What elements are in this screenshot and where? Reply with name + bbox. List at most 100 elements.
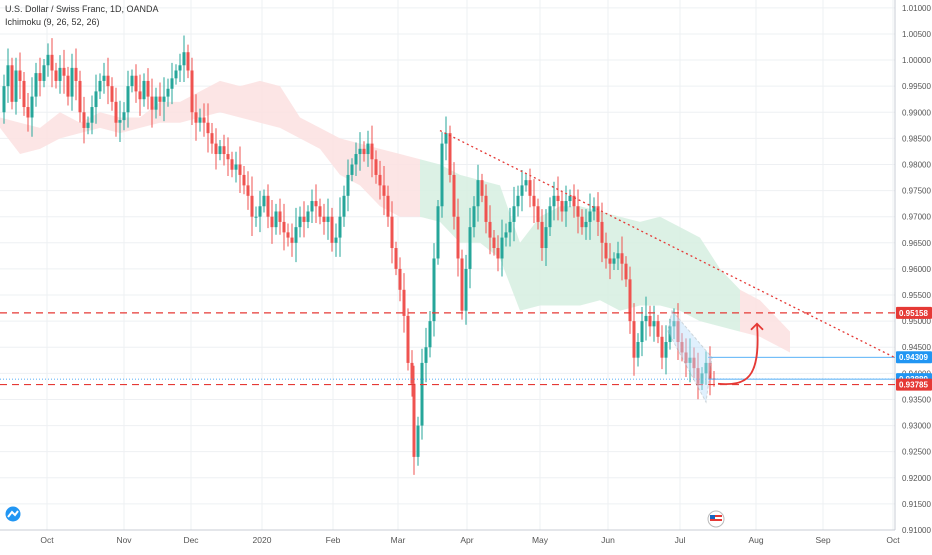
candle-body [126,86,130,113]
candle-body [688,357,692,363]
kumo-cloud-segment [400,154,420,217]
candle-body [50,54,54,71]
candle-body [246,185,250,196]
candle-body [636,342,640,358]
candle-body [90,107,94,123]
candle-body [628,279,632,322]
candle-body [428,321,432,348]
kumo-cloud-segment [500,185,520,311]
x-tick-label: Aug [748,535,763,545]
candle-body [536,206,540,222]
x-tick-label: Feb [326,535,341,545]
candle-body [218,146,222,155]
indicator-label: Ichimoku (9, 26, 52, 26) [5,17,100,27]
candle-body [648,315,652,327]
candle-body [420,362,424,426]
candle-body [162,96,166,102]
candle-body [436,206,440,259]
y-tick-label: 0.96500 [902,239,931,248]
candle-body [98,80,102,92]
candle-body [520,185,524,196]
candle-body [532,195,536,207]
candle-body [564,201,568,212]
candle-body [632,321,636,358]
candle-body [584,221,588,228]
chart-symbol-title: U.S. Dollar / Swiss Franc, 1D, OANDA [5,4,159,14]
candle-body [254,216,258,218]
x-tick-label: Oct [886,535,900,545]
candle-body [106,75,110,87]
candle-body [94,91,98,108]
candle-body [78,80,82,113]
kumo-cloud-segment [240,80,260,123]
candle-body [600,221,604,243]
candle-body [488,221,492,238]
candle-body [206,122,210,134]
kumo-cloud-segment [160,101,180,123]
y-tick-label: 0.95000 [902,317,931,326]
y-tick-label: 0.97500 [902,187,931,196]
candle-body [406,315,410,363]
candle-body [210,133,214,144]
candle-body [310,201,314,212]
candle-body [330,216,334,243]
candle-body [142,80,146,100]
price-badge-label: 0.95158 [899,309,928,318]
y-tick-label: 0.96000 [902,265,931,274]
y-tick-label: 0.93000 [902,422,931,431]
candle-body [366,143,370,155]
kumo-cloud-segment [320,127,340,175]
candle-body [596,206,600,222]
candle-body [576,206,580,217]
candle-body [652,321,656,327]
candle-body [6,65,10,87]
kumo-cloud-segment [200,80,220,118]
candle-body [122,112,126,121]
candle-body [46,54,50,66]
candle-body [350,164,354,175]
candle-body [170,78,174,89]
kumo-cloud-segment [520,216,540,311]
candle-body [282,221,286,233]
candle-body [440,143,444,207]
candle-body [190,70,194,113]
candle-body [680,342,684,353]
kumo-cloud-segment [560,206,580,306]
candle-body [238,164,242,175]
candle-body [202,117,206,123]
candle-body [382,185,386,196]
candle-body [342,195,346,217]
x-tick-label: Jun [601,535,615,545]
kumo-cloud-segment [620,216,640,311]
candle-body [194,112,198,123]
candle-body [250,195,254,217]
y-tick-label: 0.97000 [902,213,931,222]
candle-body [608,258,612,264]
candle-body [274,211,278,228]
candle-body [358,148,362,155]
candle-body [66,75,70,97]
y-tick-label: 0.99500 [902,82,931,91]
candle-body [468,227,472,269]
candle-body [130,75,134,87]
kumo-cloud-segment [300,117,320,149]
candle-body [676,321,680,343]
candle-body [572,195,576,207]
candle-body [412,383,416,457]
candle-body [656,321,660,337]
candle-body [528,180,532,196]
candle-body [74,67,78,81]
candle-body [266,195,270,217]
candle-body [556,195,560,202]
candle-body [10,65,14,102]
candle-body [460,258,464,311]
candle-body [198,117,202,123]
kumo-cloud-segment [280,86,300,139]
kumo-cloud-segment [220,80,240,118]
projection-arrow [717,323,759,386]
candle-body [326,216,330,222]
candle-body [374,159,378,175]
x-tick-label: Mar [391,535,406,545]
